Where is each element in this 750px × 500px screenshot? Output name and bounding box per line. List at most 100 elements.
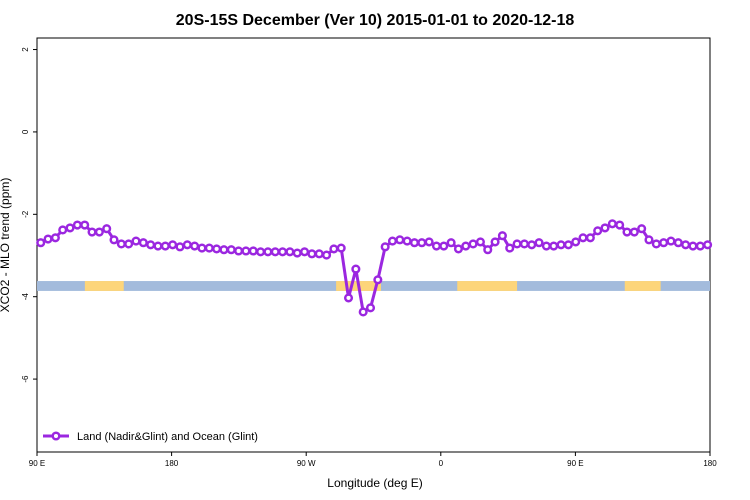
point [58,225,68,235]
point [490,237,500,247]
legend-marker [51,431,61,441]
point [549,241,559,251]
land-band [457,281,518,291]
point [395,235,405,245]
y-tick-label: 2 [21,47,30,52]
x-tick-label: 90 W [297,459,316,468]
point [285,247,295,257]
point [219,245,229,255]
point [256,247,266,257]
point [431,241,442,251]
point [534,238,544,248]
point [263,247,273,257]
point [681,240,691,250]
point [87,227,97,237]
point [168,240,178,250]
point [80,220,90,230]
point [644,235,654,245]
y-tick-label: -4 [21,293,30,301]
point [519,239,529,249]
point [651,239,661,249]
point [505,243,515,253]
point [321,250,332,260]
point [329,244,339,254]
point [380,242,390,252]
point [358,307,368,317]
legend-label: Land (Nadir&Glint) and Ocean (Glint) [77,431,258,443]
point [402,236,412,246]
point [278,247,288,257]
series-line [40,222,708,315]
point [424,237,434,247]
point [666,236,676,246]
point [102,224,112,234]
point [204,243,214,253]
point [659,238,669,248]
point [578,233,588,243]
point [556,240,566,250]
x-tick-label: 0 [439,459,444,468]
y-tick-label: -6 [21,375,30,383]
point [190,241,200,251]
chart-title: 20S-15S December (Ver 10) 2015-01-01 to … [176,12,575,29]
point [387,236,398,246]
point [160,241,170,251]
point [138,238,148,248]
point [512,239,522,249]
point [475,237,485,247]
point [468,239,478,249]
point [600,223,610,233]
point [343,293,354,303]
point [146,240,156,250]
point [307,249,317,259]
point [131,236,141,246]
point [365,303,376,313]
point [417,238,427,248]
point [124,239,134,249]
point [292,248,302,258]
point [241,246,251,256]
point [109,235,119,245]
point [593,226,603,236]
point [607,219,617,229]
x-tick-label: 180 [703,459,717,468]
point [615,220,625,230]
land-band [84,281,124,291]
point [43,234,53,244]
point [50,233,60,243]
point [226,245,236,255]
x-tick-label: 90 E [29,459,45,468]
point [527,240,537,250]
y-axis-label: XCO2 - MLO trend (ppm) [0,178,12,313]
point [563,240,573,250]
point [622,227,632,237]
point [585,233,595,243]
point [65,223,75,233]
point [571,237,581,247]
point [637,224,647,234]
point [695,241,705,251]
x-tick-label: 180 [165,459,179,468]
point [175,242,185,252]
y-tick-label: 0 [21,129,30,134]
point [497,231,507,241]
point [212,244,222,254]
point [409,238,420,248]
point [94,227,104,237]
x-tick-label: 90 E [567,459,583,468]
point [446,238,456,248]
point [300,247,310,257]
point [351,264,361,274]
y-tick-label: -2 [21,210,30,218]
point [248,246,258,256]
point [182,240,192,250]
land-band [624,281,661,291]
point [629,227,639,237]
point [703,240,713,250]
point [72,220,82,230]
point [688,241,698,251]
point [234,246,244,256]
point [673,238,683,248]
point [373,275,383,285]
